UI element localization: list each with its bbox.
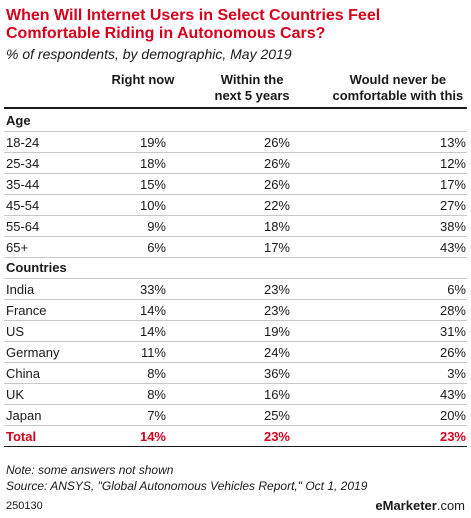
brand-logo: eMarketer.com bbox=[375, 498, 465, 513]
column-header-3: Would never be comfortable with this bbox=[333, 72, 464, 104]
cell-value: 15% bbox=[139, 177, 166, 192]
section-label-countries: Countries bbox=[6, 260, 67, 275]
cell-value: 23% bbox=[263, 282, 290, 297]
cell-value: 43% bbox=[439, 240, 466, 255]
column-header-line-1: Right now bbox=[111, 72, 175, 87]
cell-value: 17% bbox=[263, 240, 290, 255]
cell-value: 3% bbox=[447, 366, 466, 381]
cell-value: 26% bbox=[263, 156, 290, 171]
cell-value: 8% bbox=[147, 387, 166, 402]
cell-value: 17% bbox=[439, 177, 466, 192]
cell-value: 20% bbox=[439, 408, 466, 423]
cell-value: 18% bbox=[139, 156, 166, 171]
total-value: 23% bbox=[263, 429, 290, 444]
chart-title-line-1: When Will Internet Users in Select Count… bbox=[6, 7, 381, 24]
column-header-line-2: comfortable with this bbox=[332, 88, 464, 103]
row-label: 45-54 bbox=[6, 198, 40, 213]
column-header-line-1: Would never be bbox=[349, 72, 447, 87]
cell-value: 19% bbox=[139, 135, 166, 150]
row-label: 65+ bbox=[6, 240, 29, 255]
row-label: US bbox=[6, 324, 25, 339]
total-value: 14% bbox=[139, 429, 166, 444]
section-label-age: Age bbox=[6, 113, 31, 128]
row-divider bbox=[4, 299, 467, 300]
row-label: 35-44 bbox=[6, 177, 40, 192]
cell-value: 26% bbox=[439, 345, 466, 360]
cell-value: 24% bbox=[263, 345, 290, 360]
cell-value: 31% bbox=[439, 324, 466, 339]
row-label: China bbox=[6, 366, 40, 381]
total-value: 23% bbox=[439, 429, 466, 444]
section-rule bbox=[4, 278, 467, 279]
cell-value: 22% bbox=[263, 198, 290, 213]
chart-subtitle: % of respondents, by demographic, May 20… bbox=[6, 46, 292, 62]
cell-value: 33% bbox=[139, 282, 166, 297]
row-label: 25-34 bbox=[6, 156, 40, 171]
row-label: 55-64 bbox=[6, 219, 40, 234]
column-header-2: Within the next 5 years bbox=[215, 72, 290, 104]
bottom-rule bbox=[4, 446, 467, 447]
row-divider bbox=[4, 173, 467, 174]
cell-value: 28% bbox=[439, 303, 466, 318]
row-divider bbox=[4, 236, 467, 237]
column-header-1: Right now bbox=[112, 72, 175, 88]
cell-value: 43% bbox=[439, 387, 466, 402]
cell-value: 12% bbox=[439, 156, 466, 171]
row-divider bbox=[4, 383, 467, 384]
brand-suffix: .com bbox=[436, 498, 465, 513]
cell-value: 16% bbox=[263, 387, 290, 402]
row-label: India bbox=[6, 282, 35, 297]
chart-title-line-2: Comfortable Riding in Autonomous Cars? bbox=[6, 25, 326, 42]
row-divider bbox=[4, 194, 467, 195]
cell-value: 36% bbox=[263, 366, 290, 381]
cell-value: 18% bbox=[263, 219, 290, 234]
row-label: 18-24 bbox=[6, 135, 40, 150]
row-divider bbox=[4, 425, 467, 426]
header-rule bbox=[4, 107, 467, 109]
chart-note: Note: some answers not shown bbox=[6, 463, 174, 477]
cell-value: 11% bbox=[140, 345, 166, 360]
total-label: Total bbox=[6, 429, 37, 444]
cell-value: 9% bbox=[147, 219, 166, 234]
row-divider bbox=[4, 404, 467, 405]
cell-value: 7% bbox=[147, 408, 166, 423]
chart-id: 250130 bbox=[6, 500, 43, 512]
cell-value: 14% bbox=[139, 324, 166, 339]
row-divider bbox=[4, 362, 467, 363]
cell-value: 23% bbox=[263, 303, 290, 318]
section-rule bbox=[4, 131, 467, 132]
row-divider bbox=[4, 152, 467, 153]
column-header-line-2: next 5 years bbox=[214, 88, 290, 103]
row-divider bbox=[4, 215, 467, 216]
row-divider bbox=[4, 341, 467, 342]
row-divider bbox=[4, 257, 467, 258]
row-divider bbox=[4, 320, 467, 321]
cell-value: 14% bbox=[139, 303, 166, 318]
row-label: Japan bbox=[6, 408, 42, 423]
chart-source: Source: ANSYS, "Global Autonomous Vehicl… bbox=[6, 479, 368, 493]
cell-value: 6% bbox=[447, 282, 466, 297]
cell-value: 19% bbox=[263, 324, 290, 339]
cell-value: 13% bbox=[439, 135, 466, 150]
row-label: UK bbox=[6, 387, 25, 402]
cell-value: 10% bbox=[139, 198, 166, 213]
row-label: France bbox=[6, 303, 47, 318]
row-label: Germany bbox=[6, 345, 60, 360]
cell-value: 8% bbox=[147, 366, 166, 381]
cell-value: 26% bbox=[263, 135, 290, 150]
cell-value: 25% bbox=[263, 408, 290, 423]
column-header-line-1: Within the bbox=[220, 72, 284, 87]
cell-value: 38% bbox=[439, 219, 466, 234]
cell-value: 6% bbox=[147, 240, 166, 255]
cell-value: 27% bbox=[439, 198, 466, 213]
cell-value: 26% bbox=[263, 177, 290, 192]
brand-name: eMarketer bbox=[375, 498, 437, 513]
